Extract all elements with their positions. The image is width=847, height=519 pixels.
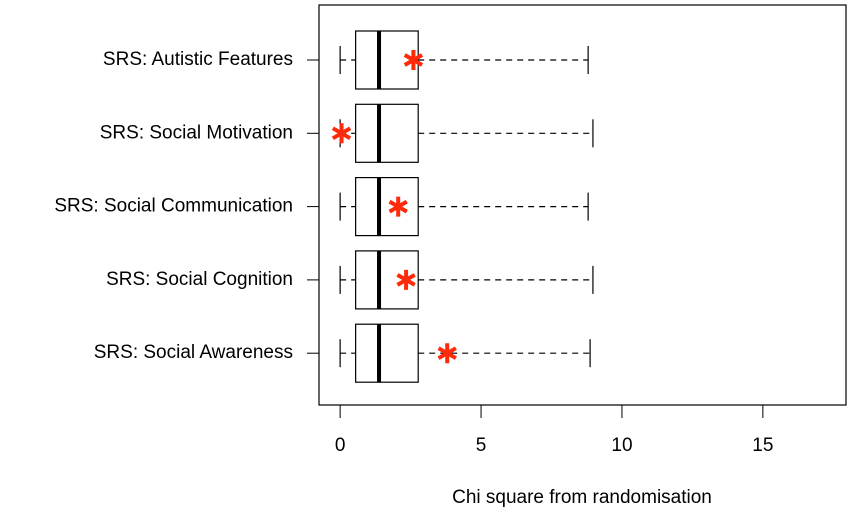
y-tick-label: SRS: Social Motivation xyxy=(100,122,293,143)
y-tick-label: SRS: Autistic Features xyxy=(103,49,293,70)
box xyxy=(355,177,419,237)
x-axis-label: Chi square from randomisation xyxy=(452,487,712,508)
box xyxy=(355,103,419,163)
x-tick-label: 15 xyxy=(752,435,773,456)
observed-marker xyxy=(388,196,408,217)
box xyxy=(355,30,419,90)
x-tick-label: 10 xyxy=(611,435,632,456)
box xyxy=(355,323,419,383)
observed-marker xyxy=(396,269,416,290)
plot-frame xyxy=(318,4,847,406)
x-tick-label: 5 xyxy=(476,435,487,456)
x-tick-label: 0 xyxy=(335,435,346,456)
observed-marker xyxy=(331,123,352,144)
observed-marker xyxy=(403,50,424,70)
observed-marker xyxy=(437,343,457,364)
y-tick-label: SRS: Social Communication xyxy=(54,196,293,217)
y-tick-label: SRS: Social Awareness xyxy=(94,342,293,363)
y-tick-label: SRS: Social Cognition xyxy=(106,269,293,290)
